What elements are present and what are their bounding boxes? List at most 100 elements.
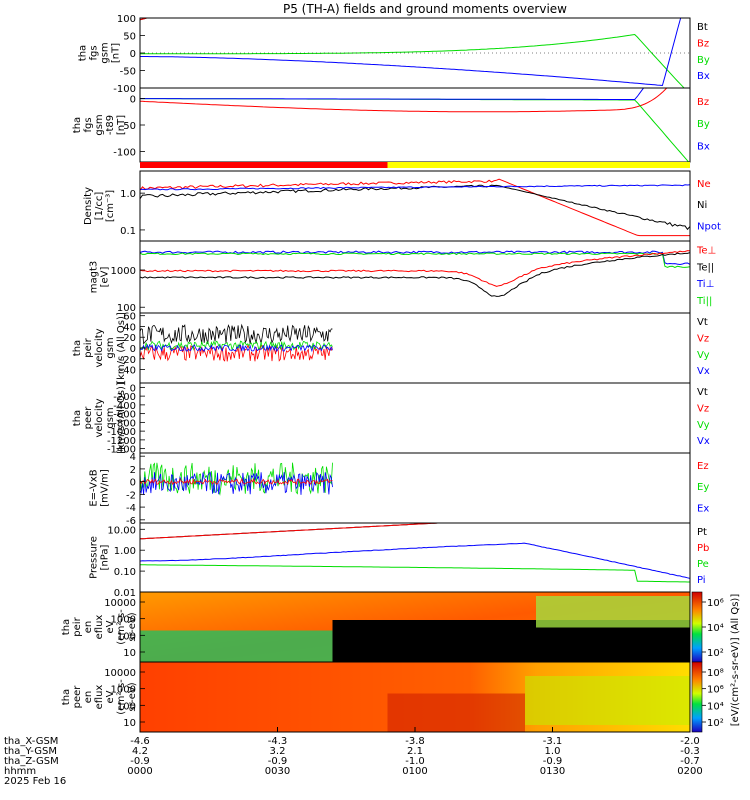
axis-row-value: -3.1: [543, 736, 563, 747]
legend-entry: Ti⊥: [696, 279, 714, 290]
y-axis-label: tha: [61, 689, 72, 705]
series-By: [140, 98, 690, 162]
y-axis-label: [mV/m]: [100, 469, 111, 507]
y-axis-label: [km/s (All Qs)]: [116, 382, 127, 454]
legend-entry: Ex: [697, 503, 709, 514]
y-axis-label: [cm⁻³]: [105, 190, 116, 222]
y-axis-label: E=-VxB: [89, 469, 100, 506]
y-axis-label: [eV]: [100, 267, 111, 288]
panel-pressure: 10.00 1.00 0.10 0.01 Pressure [nPa] Pt Pb Pe Pi: [89, 522, 709, 599]
panel-peer_velocity: 0-200-400-600-800-1000-1200-1400 tha peer v…: [72, 382, 710, 455]
axis-row-value: 0100: [402, 766, 427, 777]
series-Te-par: [140, 252, 690, 297]
y-axis-label: Pressure: [89, 536, 100, 579]
legend-entry: Vz: [697, 333, 709, 344]
y-tick-label: -4: [126, 503, 136, 514]
colorbar-tick-label: 10⁴: [707, 623, 724, 634]
y-axis-label: peir: [83, 337, 94, 357]
axis-row-label: tha_X-GSM: [4, 736, 58, 747]
series-Bz: [140, 88, 668, 113]
y-tick-label: 10: [123, 718, 136, 729]
axis-row-label: hhmm: [4, 766, 36, 777]
axis-row-value: -3.8: [405, 736, 425, 747]
date-label: 2025 Feb 16: [4, 776, 66, 787]
y-tick-label: 0: [130, 344, 136, 355]
y-tick-label: -50: [120, 67, 136, 78]
y-axis-label: tha: [78, 45, 89, 61]
axis-row-label: tha_Z-GSM: [4, 756, 59, 767]
legend-entry: Ni: [697, 200, 707, 211]
axis-row-value: -0.7: [680, 756, 700, 767]
legend-entry: Bx: [697, 142, 710, 153]
y-tick-label: -20: [120, 355, 136, 366]
axis-row-value: -1.0: [405, 756, 425, 767]
y-axis-label: -t89: [105, 115, 116, 135]
legend-entry: Pt: [697, 527, 707, 538]
legend-entry: Ey: [697, 482, 709, 493]
y-tick-label: 100: [117, 14, 136, 25]
legend-entry: Vy: [697, 420, 710, 431]
y-tick-label: 1000: [111, 685, 136, 696]
legend-entry: Vt: [697, 317, 708, 328]
y-tick-label: -40: [120, 366, 136, 377]
y-tick-label: 10.00: [107, 525, 136, 536]
panel-frame: [139, 522, 691, 593]
y-tick-label: -100: [113, 84, 136, 95]
legend-entry: Bz: [697, 97, 709, 108]
legend-entry: Bz: [697, 38, 709, 49]
panel-frame: [139, 452, 691, 524]
y-tick-label: 2: [130, 465, 136, 476]
series-By: [140, 33, 685, 88]
colorbar-tick-label: 10⁸: [707, 668, 724, 679]
y-tick-label: 0.01: [114, 588, 136, 599]
series-Npot: [140, 184, 690, 191]
y-axis-label: velocity: [94, 398, 105, 437]
axis-row-value: 2.1: [407, 746, 423, 757]
y-axis-label: en: [83, 691, 94, 704]
colorbar-tick-label: 10⁶: [707, 598, 724, 609]
legend-entry: Pb: [697, 543, 709, 554]
y-tick-label: 20: [123, 333, 136, 344]
legend-entry: Te⊥: [696, 246, 716, 257]
y-axis-label: magt3: [89, 261, 100, 294]
spectrogram-dense-region: [387, 693, 525, 732]
series-Pi: [140, 542, 690, 579]
axis-row-value: -0.3: [680, 746, 700, 757]
y-axis-label: gsm: [100, 42, 111, 63]
y-axis-label: tha: [72, 117, 83, 133]
series-Vt: [140, 323, 333, 345]
mode-bar-segment: [140, 162, 388, 168]
panel-mode_bar: [140, 162, 690, 168]
plot-title: P5 (TH-A) fields and ground moments over…: [283, 2, 567, 16]
series-Vy: [140, 340, 333, 351]
panel-peer_eflux: 10⁸ 10⁶ 10⁴ 10² 10000 1000 100 10 tha peer en eflux…: [61, 661, 724, 733]
axis-row-value: -0.9: [543, 756, 563, 767]
y-tick-label: -1400: [107, 445, 136, 456]
series-Ti-par: [140, 252, 690, 268]
legend-entry: Vy: [697, 350, 710, 361]
y-tick-label: 0: [130, 49, 136, 60]
series-Pb: [140, 523, 447, 540]
y-tick-label: 100: [117, 701, 136, 712]
y-tick-label: 1.00: [114, 546, 136, 557]
y-tick-label: 40: [123, 322, 136, 333]
y-tick-label: 60: [123, 312, 136, 323]
legend-entry: By: [697, 55, 710, 66]
y-tick-label: 100: [117, 631, 136, 642]
y-tick-label: 1.0: [120, 189, 136, 200]
y-axis-label: [nPa]: [100, 544, 111, 570]
axis-row-value: -4.3: [268, 736, 288, 747]
y-axis-label: velocity: [94, 328, 105, 367]
panel-temperature: 1000 100 magt3 [eV] Te⊥ Te|| Ti⊥ Ti||: [89, 240, 716, 314]
panel-frame: [139, 170, 691, 242]
panel-density: 1.0 0.1 Density [1/cc] [cm⁻³] Ne Ni Npot: [83, 170, 721, 242]
axis-row-value: -0.9: [130, 756, 150, 767]
y-axis-label: gsm: [105, 337, 116, 358]
y-tick-label: -1000: [107, 427, 136, 438]
y-tick-label: 1000: [111, 266, 136, 277]
axis-row-value: 3.2: [270, 746, 286, 757]
series-Bx: [140, 18, 682, 87]
series-Ne: [140, 178, 690, 237]
y-tick-label: -800: [113, 418, 136, 429]
